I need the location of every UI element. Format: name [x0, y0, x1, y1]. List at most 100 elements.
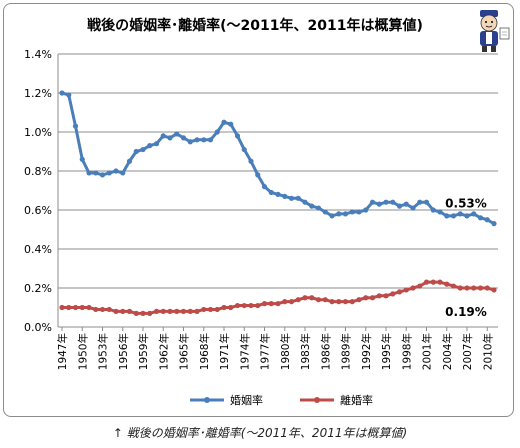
data-point: [376, 201, 382, 207]
data-point: [86, 304, 92, 311]
data-point: [403, 287, 409, 293]
x-tick-label: 1971年: [218, 333, 231, 370]
data-point: [126, 308, 133, 314]
x-tick-label: 1962年: [157, 333, 170, 370]
data-point: [187, 139, 193, 145]
data-point: [444, 281, 450, 287]
data-point: [255, 172, 261, 178]
data-point: [363, 207, 369, 213]
data-point: [86, 170, 92, 176]
data-point: [363, 295, 369, 301]
data-point: [349, 299, 355, 305]
data-point: [99, 306, 106, 313]
x-tick-label: 1992年: [360, 333, 373, 370]
data-point: [484, 285, 490, 291]
data-point: [133, 310, 139, 316]
data-point: [288, 195, 295, 201]
data-point: [315, 297, 322, 303]
x-tick-label: 1953年: [97, 333, 110, 370]
line-chart: 戦後の婚姻率･離婚率(〜2011年、2011年は概算値) 0.0% 0.2% 0.4…: [24, 17, 498, 407]
data-point: [309, 295, 315, 301]
data-point: [430, 207, 436, 213]
data-point: [369, 199, 376, 205]
data-label: 0.19%: [445, 305, 487, 319]
y-tick-label: 0.2%: [24, 282, 52, 295]
data-point: [437, 279, 443, 285]
data-point: [477, 215, 484, 221]
x-tick-label: 1977年: [259, 333, 272, 370]
data-point: [329, 213, 335, 219]
data-point: [79, 156, 85, 162]
y-tick-label: 0.6%: [24, 204, 52, 217]
data-point: [241, 146, 247, 153]
data-point: [390, 291, 396, 297]
y-tick-label: 1.2%: [24, 87, 52, 100]
y-tick-label: 0.8%: [24, 165, 52, 178]
data-point: [59, 304, 65, 311]
data-point: [214, 129, 220, 135]
data-point: [390, 199, 396, 205]
data-point: [302, 199, 308, 205]
data-point: [450, 283, 457, 289]
data-point: [261, 301, 268, 307]
data-point: [376, 293, 382, 299]
data-point: [248, 158, 254, 164]
data-point: [491, 221, 497, 227]
x-tick-label: 1968年: [198, 333, 211, 370]
data-point: [471, 211, 477, 217]
data-point: [484, 217, 490, 223]
data-point: [444, 213, 450, 219]
data-point: [153, 308, 160, 314]
data-point: [93, 170, 99, 176]
x-tick-label: 1950年: [76, 333, 89, 370]
series-line-0: [61, 91, 495, 225]
data-point: [383, 293, 389, 299]
data-point: [417, 199, 423, 205]
data-point: [207, 137, 214, 143]
data-point: [120, 170, 126, 176]
data-point: [275, 191, 281, 197]
data-point: [79, 304, 85, 311]
x-tick-label: 1956年: [117, 333, 130, 370]
data-point: [147, 310, 153, 316]
data-point: [180, 308, 187, 314]
data-point: [457, 211, 463, 217]
data-point: [147, 143, 153, 149]
data-point: [113, 308, 119, 314]
chart-caption: ↑ 戦後の婚姻率･離婚率(〜2011年、2011年は概算値): [112, 426, 408, 440]
data-point: [126, 158, 133, 164]
y-tick-label: 0.0%: [24, 321, 52, 334]
data-point: [302, 295, 308, 301]
data-point: [140, 310, 146, 316]
chart-title: 戦後の婚姻率･離婚率(〜2011年、2011年は概算値): [87, 17, 423, 34]
data-point: [160, 308, 166, 314]
data-point: [248, 302, 254, 309]
data-point: [221, 119, 227, 125]
data-point: [471, 285, 477, 291]
y-tick-label: 0.4%: [24, 243, 52, 256]
data-point: [275, 301, 281, 307]
data-point: [295, 195, 301, 201]
data-point: [464, 285, 470, 291]
data-point: [99, 172, 106, 178]
data-point: [410, 285, 416, 291]
data-point: [336, 211, 342, 217]
data-point: [106, 306, 112, 313]
data-point: [153, 141, 160, 147]
data-point: [336, 299, 342, 305]
data-point: [255, 302, 261, 309]
data-point: [295, 297, 301, 303]
data-point: [207, 306, 214, 313]
x-tick-label: 1947年: [56, 333, 69, 370]
data-point: [234, 133, 241, 139]
data-point: [160, 133, 166, 139]
data-point: [72, 123, 79, 129]
x-tick-label: 1974年: [238, 333, 251, 370]
data-point: [491, 287, 497, 293]
data-point: [437, 209, 443, 215]
data-point: [268, 189, 274, 196]
data-point: [93, 306, 99, 313]
series-line-1: [62, 280, 495, 315]
data-point: [288, 299, 295, 305]
x-tick-label: 1959年: [137, 333, 150, 370]
